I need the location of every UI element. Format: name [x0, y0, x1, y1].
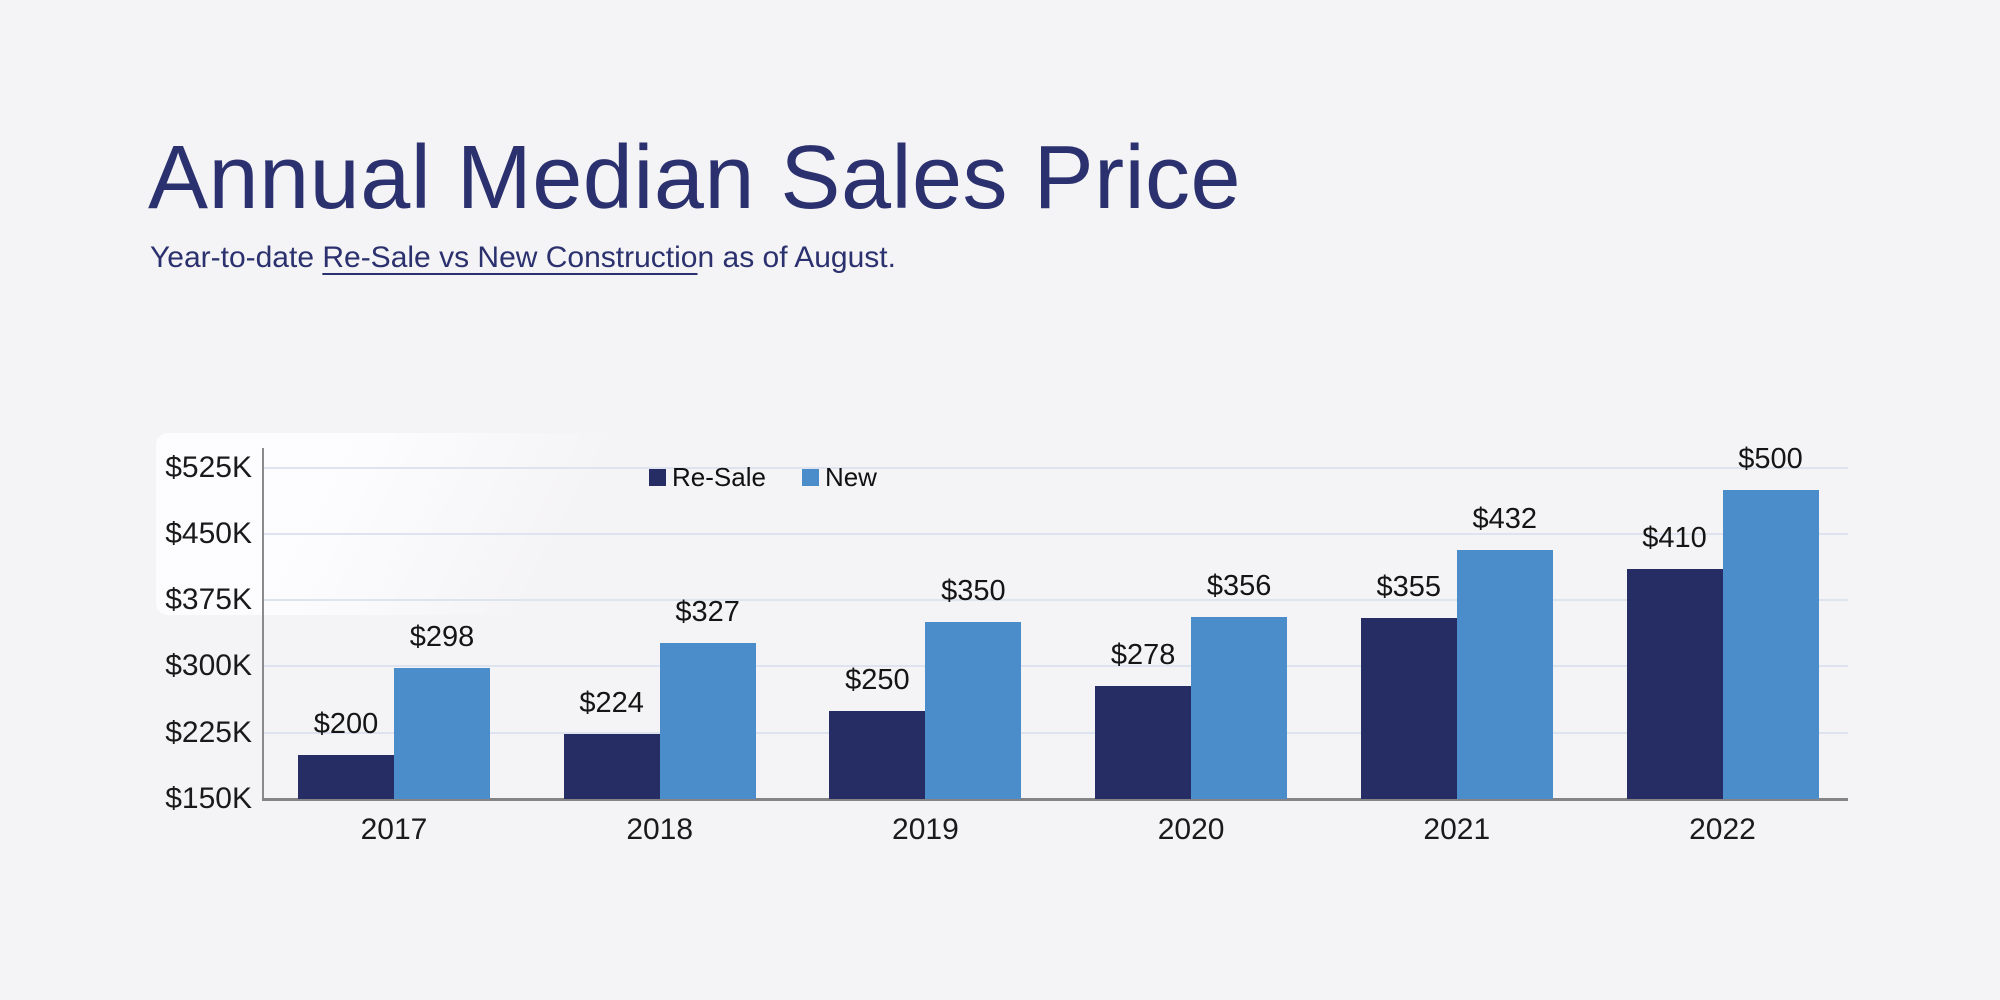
category-label-2018: 2018 [626, 813, 694, 846]
bar-new-2019 [925, 622, 1022, 799]
bar-re-sale-2019 [829, 710, 926, 799]
y-gridline-525 [262, 466, 1848, 469]
value-label-new-2020: $356 [1206, 569, 1272, 602]
bar-new-2021 [1456, 549, 1553, 799]
value-label-new-2018: $327 [675, 595, 740, 628]
y-tick-label-300: $300K [165, 649, 252, 683]
legend-label-new: New [824, 462, 877, 492]
bar-re-sale-2022 [1626, 569, 1723, 799]
value-label-re-sale-2021: $355 [1376, 570, 1442, 603]
category-label-2020: 2020 [1157, 813, 1225, 846]
x-axis-baseline [262, 798, 1848, 801]
category-label-2022: 2022 [1689, 813, 1756, 846]
bar-new-2022 [1722, 489, 1819, 799]
bar-re-sale-2018 [563, 733, 660, 799]
bar-re-sale-2021 [1360, 617, 1457, 799]
value-label-re-sale-2019: $250 [845, 663, 910, 696]
y-axis-line [262, 448, 264, 799]
value-label-new-2017: $298 [409, 621, 475, 654]
legend-swatch-re-sale [649, 468, 666, 486]
y-tick-label-225: $225K [165, 715, 252, 749]
page-title: Annual Median Sales Price [148, 128, 1242, 228]
subtitle-link[interactable]: Re-Sale vs New Constructio [322, 241, 698, 274]
bar-re-sale-2020 [1095, 685, 1192, 799]
legend-swatch-new [801, 468, 819, 486]
legend-label-re-sale: Re-Sale [672, 462, 766, 492]
subtitle-prefix: Year-to-date [150, 241, 323, 274]
value-label-re-sale-2020: $278 [1110, 638, 1176, 671]
value-label-new-2021: $432 [1472, 502, 1538, 535]
y-gridline-225 [262, 731, 1848, 734]
value-label-re-sale-2017: $200 [313, 707, 379, 740]
y-gridline-375 [262, 599, 1848, 602]
y-tick-label-450: $450K [165, 516, 252, 550]
value-label-re-sale-2018: $224 [579, 686, 644, 719]
legend-item-new: New [801, 462, 877, 492]
legend-item-re-sale: Re-Sale [649, 463, 766, 491]
y-tick-label-375: $375K [165, 583, 252, 617]
bar-new-2018 [659, 642, 756, 799]
value-label-re-sale-2022: $410 [1642, 522, 1707, 555]
category-label-2021: 2021 [1423, 813, 1491, 846]
value-label-new-2022: $500 [1738, 442, 1803, 475]
bar-new-2017 [394, 668, 490, 799]
bar-re-sale-2017 [298, 754, 394, 799]
legend: Re-Sale New [649, 463, 877, 491]
y-gridline-300 [262, 665, 1848, 668]
subtitle-suffix: n as of August. [697, 241, 896, 274]
page-subtitle: Year-to-date Re-Sale vs New Construction… [150, 238, 896, 278]
category-label-2019: 2019 [892, 813, 959, 846]
y-gridline-450 [262, 532, 1848, 535]
value-label-new-2019: $350 [941, 575, 1006, 608]
y-tick-label-525: $525K [165, 450, 252, 484]
category-label-2017: 2017 [360, 813, 428, 846]
bar-new-2020 [1191, 616, 1288, 799]
y-tick-label-150: $150K [165, 782, 252, 815]
